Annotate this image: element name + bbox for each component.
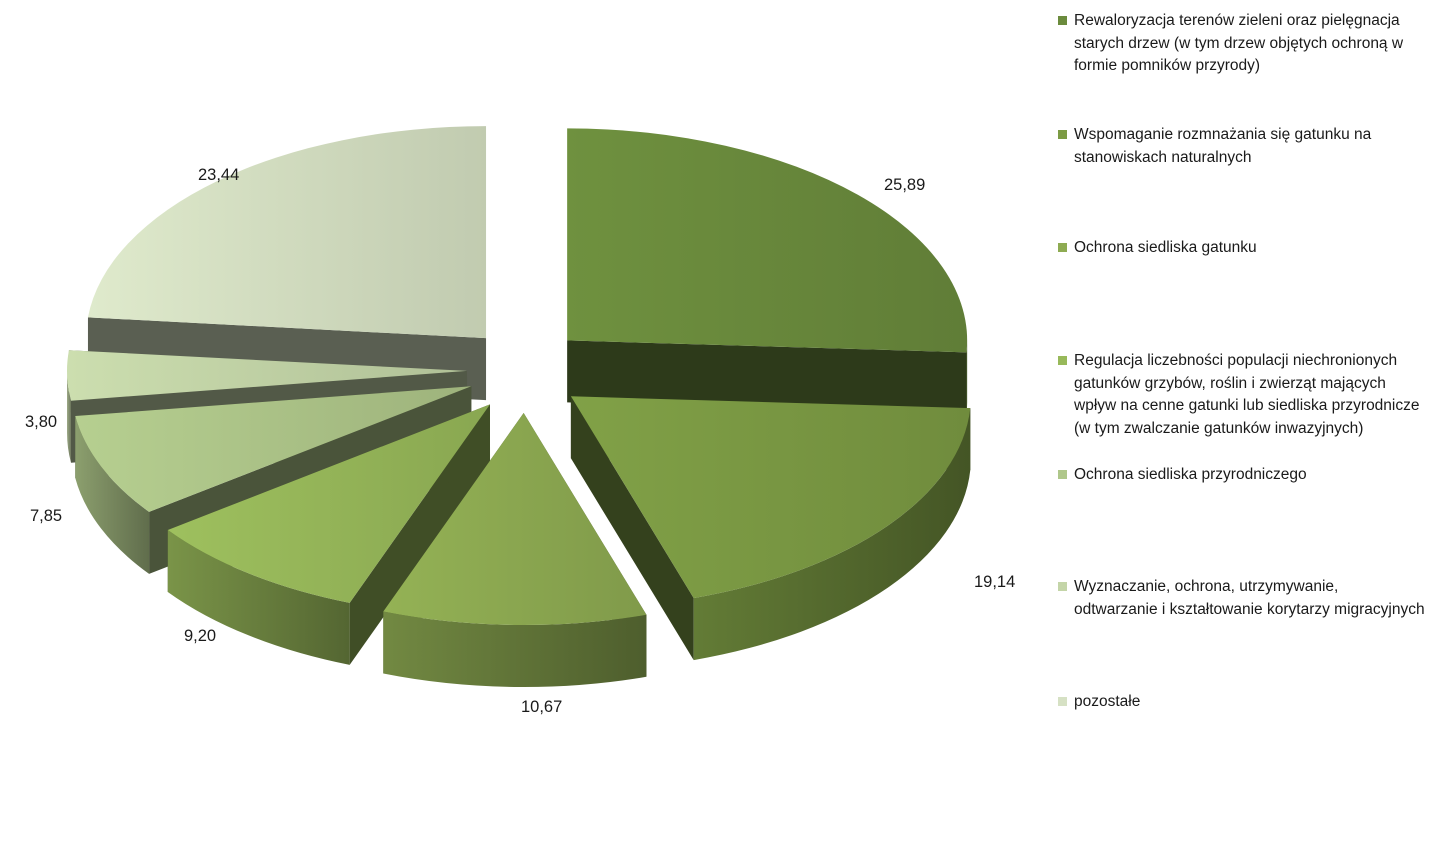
legend-swatch [1058, 16, 1067, 25]
legend-label: Ochrona siedliska przyrodniczego [1074, 466, 1307, 483]
data-label-5: 7,85 [30, 507, 62, 525]
legend-swatch [1058, 243, 1067, 252]
slice-side [383, 611, 647, 688]
legend-swatch [1058, 697, 1067, 706]
slice-top [75, 386, 472, 512]
legend-swatch [1058, 356, 1067, 365]
legend-label: Wspomaganie rozmnażania się gatunku na s… [1074, 126, 1372, 166]
legend-item: Wyznaczanie, ochrona, utrzymywanie, odtw… [1058, 576, 1426, 621]
slice-side [966, 340, 968, 415]
slice-top [67, 350, 468, 401]
slice-side [693, 408, 971, 661]
data-label-7: 23,44 [198, 166, 239, 184]
slice-top [383, 413, 647, 626]
pie-slice-2 [570, 396, 971, 661]
legend-label: pozostałe [1074, 693, 1141, 710]
legend-swatch [1058, 582, 1067, 591]
legend-item: Regulacja liczebności populacji niechron… [1058, 350, 1426, 440]
data-label-1: 25,89 [884, 176, 925, 194]
slice-top [570, 396, 971, 599]
legend-item: Ochrona siedliska gatunku [1058, 237, 1426, 260]
legend-label: Regulacja liczebności populacji niechron… [1074, 352, 1420, 437]
pie-plot: 25,89 19,14 10,67 9,20 7,85 3,80 23,44 [25, 126, 1015, 716]
legend-item: Ochrona siedliska przyrodniczego [1058, 464, 1426, 487]
data-label-4: 9,20 [184, 627, 216, 645]
legend-label: Wyznaczanie, ochrona, utrzymywanie, odtw… [1074, 578, 1425, 618]
slice-side [167, 529, 350, 665]
data-label-3: 10,67 [521, 698, 562, 716]
pie-slice-3 [383, 413, 647, 688]
legend-item: pozostałe [1058, 691, 1426, 714]
slice-top [87, 126, 487, 339]
data-label-6: 3,80 [25, 413, 57, 431]
legend-swatch [1058, 130, 1067, 139]
slice-top [567, 128, 968, 353]
legend-item: Wspomaganie rozmnażania się gatunku na s… [1058, 124, 1426, 169]
slice-side [75, 416, 150, 574]
legend-label: Ochrona siedliska gatunku [1074, 239, 1257, 256]
pie-slice-4 [167, 404, 491, 665]
legend-label: Rewaloryzacja terenów zieleni oraz pielę… [1074, 12, 1404, 74]
slice-wall [570, 396, 694, 661]
slice-top [167, 404, 491, 603]
pie-slice-1 [567, 128, 968, 415]
legend-item: Rewaloryzacja terenów zieleni oraz pielę… [1058, 10, 1426, 78]
legend-swatch [1058, 470, 1067, 479]
data-label-2: 19,14 [974, 573, 1015, 591]
slice-side [67, 370, 71, 463]
slice-wall [567, 340, 967, 415]
